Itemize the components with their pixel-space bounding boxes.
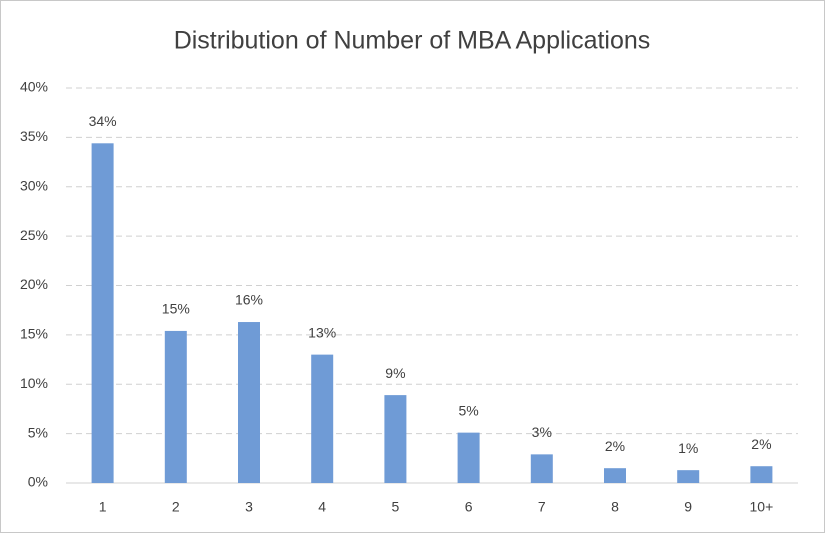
y-tick-label: 0% <box>28 474 48 490</box>
x-tick-label: 2 <box>172 499 180 515</box>
data-label: 1% <box>678 440 698 456</box>
data-label: 2% <box>605 438 625 454</box>
data-label: 9% <box>385 365 405 381</box>
x-tick-label: 10+ <box>750 499 774 515</box>
x-tick-label: 9 <box>684 499 692 515</box>
bar <box>604 468 626 483</box>
x-tick-label: 1 <box>99 499 107 515</box>
x-tick-label: 6 <box>465 499 473 515</box>
data-label: 5% <box>458 402 478 418</box>
bar <box>530 454 553 483</box>
bar <box>311 354 334 483</box>
y-tick-label: 40% <box>20 79 48 95</box>
y-tick-label: 10% <box>20 375 48 391</box>
x-tick-label: 4 <box>318 499 326 515</box>
data-label: 16% <box>235 292 263 308</box>
data-label: 13% <box>308 324 336 340</box>
y-tick-label: 20% <box>20 276 48 292</box>
bar <box>457 432 480 483</box>
chart-title: Distribution of Number of MBA Applicatio… <box>174 27 651 55</box>
data-label: 15% <box>162 301 190 317</box>
bar <box>750 466 773 483</box>
y-tick-label: 5% <box>28 424 48 440</box>
bar <box>384 395 407 483</box>
x-tick-label: 8 <box>611 499 619 515</box>
x-tick-label: 7 <box>538 499 546 515</box>
x-tick-label: 5 <box>392 499 400 515</box>
y-tick-label: 15% <box>20 326 48 342</box>
data-label: 34% <box>89 113 117 129</box>
bar <box>91 143 114 484</box>
bar <box>164 330 187 483</box>
data-label: 3% <box>532 424 552 440</box>
bar <box>238 322 260 483</box>
x-tick-label: 3 <box>245 499 253 515</box>
y-tick-label: 35% <box>20 128 48 144</box>
bar <box>677 470 700 483</box>
y-tick-label: 30% <box>20 177 48 193</box>
y-tick-label: 25% <box>20 227 48 243</box>
data-label: 2% <box>751 436 771 452</box>
